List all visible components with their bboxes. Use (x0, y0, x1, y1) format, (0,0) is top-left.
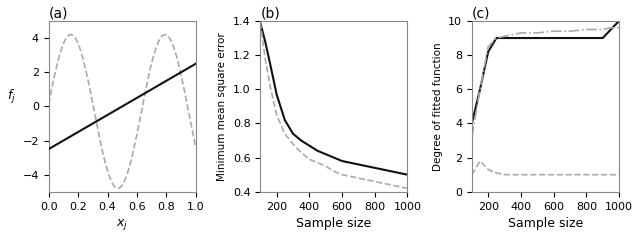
Text: (a): (a) (49, 7, 68, 21)
Text: (b): (b) (260, 7, 280, 21)
X-axis label: Sample size: Sample size (296, 217, 371, 230)
Text: (c): (c) (472, 7, 490, 21)
Y-axis label: Minimum mean square error: Minimum mean square error (217, 32, 227, 181)
X-axis label: Sample size: Sample size (508, 217, 583, 230)
Y-axis label: Degree of fitted function: Degree of fitted function (433, 42, 443, 171)
X-axis label: $x_j$: $x_j$ (116, 217, 129, 232)
Y-axis label: $f_j$: $f_j$ (7, 88, 16, 106)
